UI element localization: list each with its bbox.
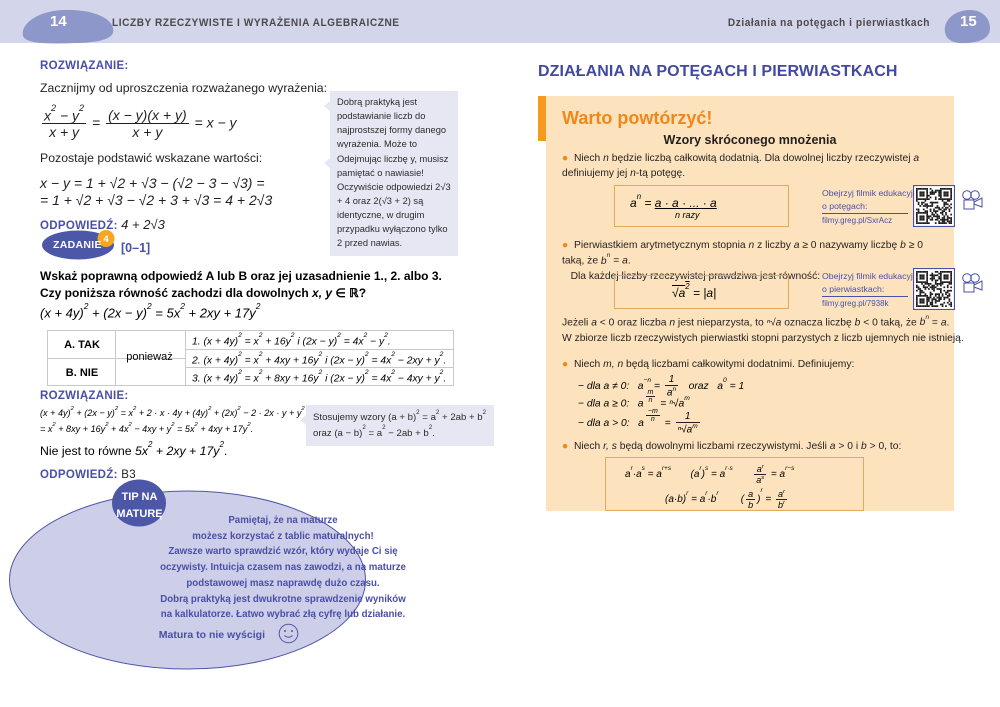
svg-text:4: 4 — [103, 234, 109, 245]
